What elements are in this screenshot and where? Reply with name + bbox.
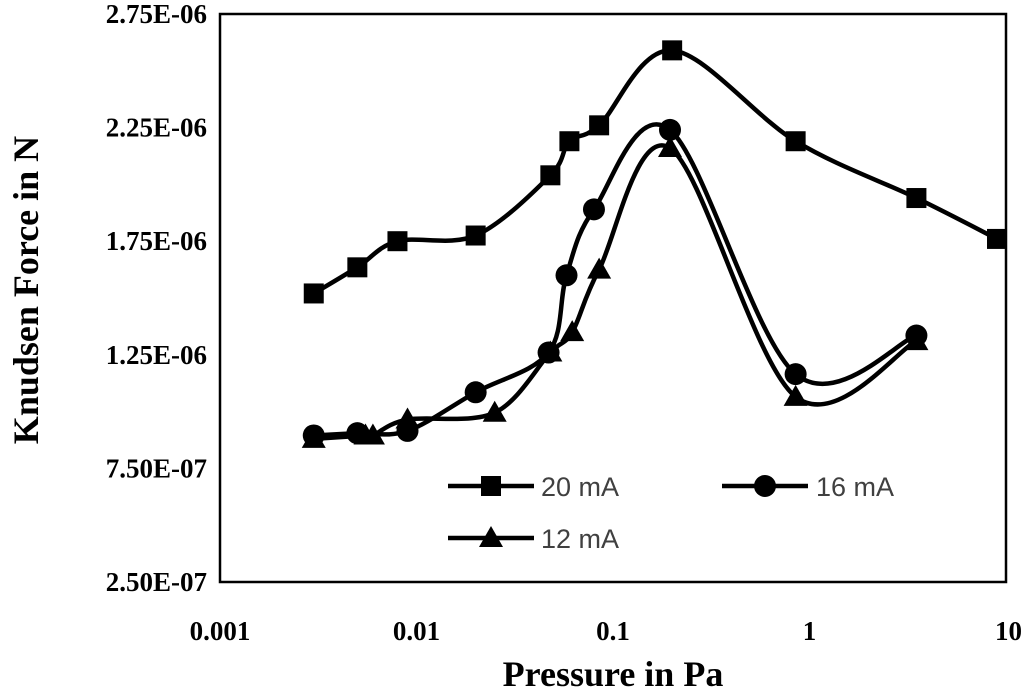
data-point-triangle [657,136,682,158]
y-tick-label: 7.50E-07 [106,453,207,483]
x-tick-label: 10 [995,616,1022,646]
legend-triangle-marker [479,526,503,547]
y-tick-label: 1.25E-06 [106,340,207,370]
data-point-square [987,228,1008,249]
data-point-square [347,257,368,278]
legend-label: 20 mA [541,472,619,502]
series-square [303,40,1008,304]
series-triangle [301,136,929,448]
data-point-triangle [904,329,929,351]
data-point-circle [658,118,681,141]
data-point-square [906,188,927,209]
y-tick-label: 1.75E-06 [106,226,207,256]
data-point-triangle [301,426,326,448]
legend-label: 16 mA [816,472,894,502]
data-point-triangle [395,407,420,429]
x-tick-label: 0.001 [190,616,251,646]
x-axis-title: Pressure in Pa [503,654,724,692]
series-line-square [311,48,1000,296]
data-point-triangle [360,423,385,445]
data-point-circle [464,381,487,404]
legend-item-triangle: 12 mA [448,524,619,554]
data-point-square [785,131,806,152]
data-point-triangle [587,257,612,279]
data-point-square [559,131,580,152]
series-layer [301,40,1008,448]
data-point-circle [555,264,578,287]
x-tick-label: 0.01 [393,616,440,646]
x-tick-label: 1 [803,616,817,646]
data-point-square [540,165,561,186]
data-point-square [303,283,324,304]
y-axis-title: Knudsen Force in N [6,136,46,444]
data-point-circle [582,198,605,221]
data-point-square [387,231,408,252]
data-point-square [465,225,486,246]
series-line-circle [311,122,919,438]
legend-square-marker [481,476,501,496]
y-axis-ticks: 2.50E-07 7.50E-07 1.25E-06 1.75E-06 2.25E-06… [106,0,207,597]
legend-item-square: 20 mA [448,472,619,502]
data-point-square [662,40,683,61]
data-point-triangle [560,320,585,342]
legend-label: 12 mA [541,524,619,554]
data-point-triangle [538,340,563,362]
data-point-square [589,115,610,136]
x-axis-ticks: 0.001 0.01 0.1 1 10 [190,616,1022,646]
plot-frame [218,12,1008,584]
legend: 20 mA 16 mA 12 mA [448,472,894,554]
y-tick-label: 2.25E-06 [106,113,207,143]
x-tick-label: 0.1 [596,616,630,646]
y-tick-label: 2.75E-06 [106,0,207,29]
data-point-triangle [783,384,808,406]
legend-circle-marker [754,475,776,497]
series-line-triangle [311,143,919,442]
y-tick-label: 2.50E-07 [106,567,207,597]
data-point-triangle [482,400,507,422]
series-circle [302,118,928,447]
data-point-circle [784,363,807,386]
legend-item-circle: 16 mA [722,472,894,502]
